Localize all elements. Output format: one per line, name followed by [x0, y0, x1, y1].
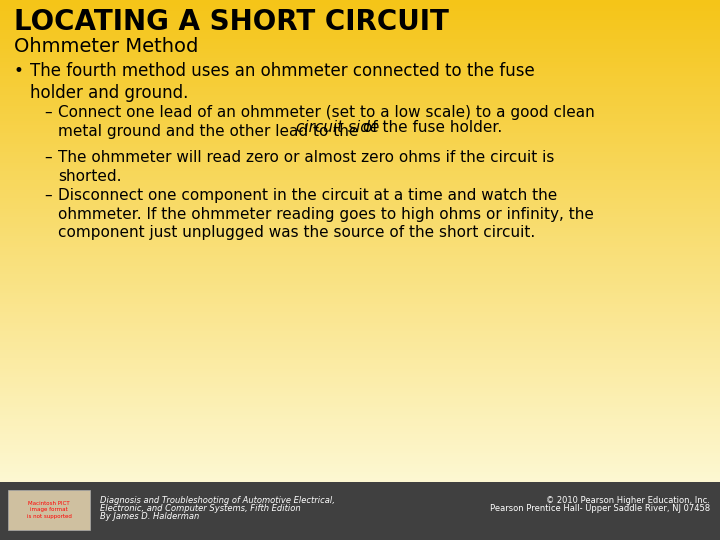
Text: Macintosh PICT
image format
is not supported: Macintosh PICT image format is not suppo…	[27, 501, 71, 519]
Text: Connect one lead of an ohmmeter (set to a low scale) to a good clean
metal groun: Connect one lead of an ohmmeter (set to …	[58, 105, 595, 139]
Text: © 2010 Pearson Higher Education, Inc.: © 2010 Pearson Higher Education, Inc.	[546, 496, 710, 505]
Text: of the fuse holder.: of the fuse holder.	[358, 120, 503, 135]
Text: The ohmmeter will read zero or almost zero ohms if the circuit is
shorted.: The ohmmeter will read zero or almost ze…	[58, 150, 554, 184]
Text: Pearson Prentice Hall- Upper Saddle River, NJ 07458: Pearson Prentice Hall- Upper Saddle Rive…	[490, 504, 710, 513]
Text: The fourth method uses an ohmmeter connected to the fuse
holder and ground.: The fourth method uses an ohmmeter conne…	[30, 62, 535, 102]
Bar	[0, 482, 720, 540]
Text: Disconnect one component in the circuit at a time and watch the
ohmmeter. If the: Disconnect one component in the circuit …	[58, 188, 594, 240]
Text: –: –	[44, 188, 52, 203]
Text: Ohmmeter Method: Ohmmeter Method	[14, 37, 199, 56]
Bar	[8, 490, 90, 530]
Text: –: –	[44, 105, 52, 120]
Text: Electronic, and Computer Systems, Fifth Edition: Electronic, and Computer Systems, Fifth …	[100, 504, 301, 513]
Text: LOCATING A SHORT CIRCUIT: LOCATING A SHORT CIRCUIT	[14, 8, 449, 36]
Text: Diagnosis and Troubleshooting of Automotive Electrical,: Diagnosis and Troubleshooting of Automot…	[100, 496, 335, 505]
Text: By James D. Halderman: By James D. Halderman	[100, 512, 199, 521]
Text: –: –	[44, 150, 52, 165]
Text: circuit side: circuit side	[296, 120, 379, 135]
Text: •: •	[14, 62, 24, 80]
